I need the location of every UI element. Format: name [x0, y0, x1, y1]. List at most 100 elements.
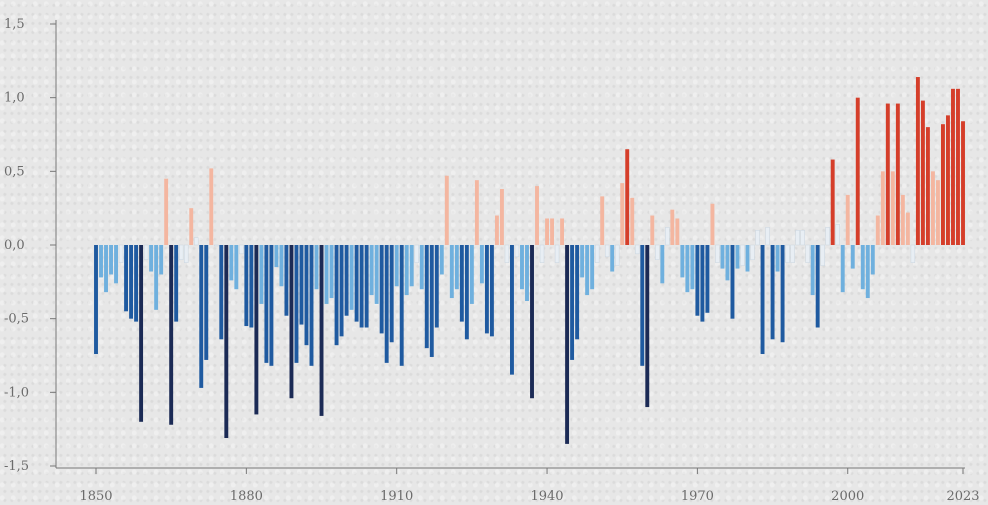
bar-1902: [354, 245, 359, 322]
bar-1961: [650, 215, 655, 245]
bar-1946: [575, 245, 580, 340]
bar-2009: [890, 171, 895, 245]
x-tick-label: 1910: [380, 489, 413, 504]
bar-1919: [439, 245, 444, 275]
bar-1872: [204, 245, 209, 360]
bar-2016: [925, 127, 930, 245]
bar-1939: [539, 244, 545, 263]
bar-2015: [920, 100, 925, 245]
bar-2001: [850, 245, 855, 269]
bar-1965: [670, 209, 675, 245]
bar-1893: [309, 245, 314, 366]
bar-1937: [530, 245, 534, 399]
y-tick-label: -0,5: [4, 312, 29, 327]
bar-1970: [695, 245, 700, 316]
bar-2012: [905, 212, 910, 245]
bar-1940: [545, 218, 549, 245]
bar-1943: [560, 218, 565, 245]
bar-2003: [860, 245, 865, 290]
bar-1901: [349, 245, 354, 310]
bar-1855: [118, 244, 124, 263]
bar-1954: [615, 244, 620, 266]
bar-1976: [725, 245, 730, 281]
bar-1977: [730, 245, 735, 319]
bar-1879: [239, 244, 244, 255]
bar-1864: [164, 178, 169, 245]
bar-1860: [143, 244, 149, 260]
y-tick-label: 0,0: [4, 238, 25, 253]
bar-1926: [474, 180, 479, 245]
bar-1988: [785, 244, 790, 263]
bar-1890: [294, 245, 299, 363]
y-tick-label: 0,5: [4, 164, 25, 179]
bar-1857: [129, 245, 134, 319]
bar-1998: [835, 224, 840, 246]
bar-1984: [765, 227, 770, 246]
bar-1885: [269, 245, 274, 366]
bar-1889: [289, 245, 294, 399]
bar-1921: [449, 245, 454, 299]
bar-1910: [394, 245, 399, 287]
bar-1975: [720, 245, 725, 269]
bar-2014: [915, 77, 920, 245]
bar-1987: [780, 245, 785, 343]
bar-1925: [469, 245, 474, 304]
bar-1914: [414, 244, 419, 263]
bar-2023: [961, 121, 965, 245]
bar-1957: [630, 197, 635, 245]
bar-1935: [520, 245, 524, 290]
bar-2011: [900, 194, 905, 245]
bar-1966: [675, 218, 680, 245]
bar-1938: [535, 186, 539, 245]
bar-1892: [304, 245, 309, 346]
bar-1896: [324, 245, 329, 304]
x-tick-label: 2023: [946, 489, 979, 504]
bar-1945: [570, 245, 575, 360]
bar-2013: [910, 244, 916, 263]
bar-1918: [434, 245, 439, 328]
bar-1883: [259, 245, 264, 304]
bar-1905: [369, 245, 374, 296]
bar-1850: [94, 245, 98, 355]
bar-1927: [479, 245, 484, 284]
bar-1991: [800, 230, 805, 246]
bar-1933: [510, 245, 514, 375]
bar-1952: [604, 244, 610, 258]
bar-1950: [594, 244, 600, 263]
bar-1974: [715, 244, 720, 263]
bar-1942: [554, 244, 560, 263]
bar-1909: [389, 245, 394, 343]
bar-1964: [665, 227, 670, 246]
bar-1973: [710, 203, 715, 245]
bar-1861: [149, 245, 154, 272]
bar-1865: [169, 245, 174, 425]
bar-1913: [409, 245, 414, 287]
bar-1904: [364, 245, 369, 328]
bar-1944: [565, 245, 570, 444]
bar-1967: [680, 245, 685, 278]
bar-1959: [640, 245, 645, 366]
bar-1895: [319, 245, 324, 416]
bar-1947: [580, 245, 585, 278]
bar-1866: [174, 245, 179, 322]
bar-1870: [194, 237, 199, 246]
bar-1912: [404, 245, 409, 296]
bar-1867: [178, 244, 184, 260]
bar-2008: [885, 103, 890, 245]
bar-1869: [189, 208, 194, 245]
y-tick-label: 1,5: [4, 17, 25, 32]
x-tick-label: 2000: [831, 489, 864, 504]
bar-1858: [134, 245, 139, 322]
bar-1853: [109, 245, 113, 275]
bar-1993: [810, 245, 815, 296]
bar-1852: [104, 245, 108, 293]
bar-1876: [224, 245, 229, 439]
bar-1900: [344, 245, 349, 316]
bar-1934: [514, 244, 520, 258]
bar-1994: [815, 245, 820, 328]
bar-1958: [635, 244, 640, 255]
x-tick-label: 1970: [681, 489, 714, 504]
bar-1986: [775, 245, 780, 272]
bar-1995: [820, 244, 825, 266]
